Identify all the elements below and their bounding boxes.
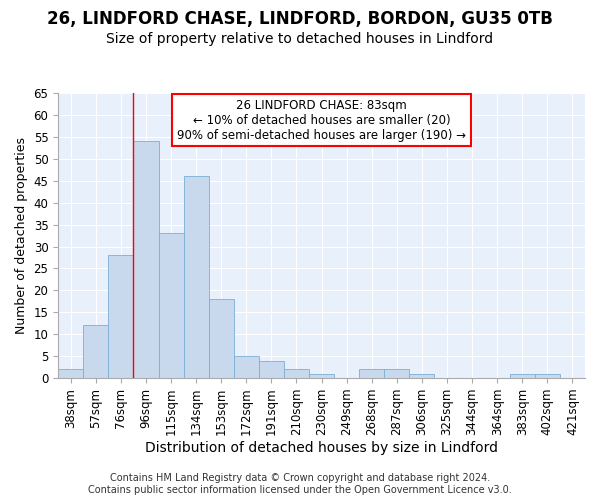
Text: 26, LINDFORD CHASE, LINDFORD, BORDON, GU35 0TB: 26, LINDFORD CHASE, LINDFORD, BORDON, GU… <box>47 10 553 28</box>
Bar <box>510 374 535 378</box>
Bar <box>309 374 334 378</box>
Bar <box>234 356 259 378</box>
Bar <box>259 360 284 378</box>
Text: Contains HM Land Registry data © Crown copyright and database right 2024.
Contai: Contains HM Land Registry data © Crown c… <box>88 474 512 495</box>
Text: Size of property relative to detached houses in Lindford: Size of property relative to detached ho… <box>106 32 494 46</box>
Bar <box>384 370 409 378</box>
Bar <box>158 234 184 378</box>
Bar <box>109 256 133 378</box>
Y-axis label: Number of detached properties: Number of detached properties <box>15 137 28 334</box>
Bar <box>133 141 158 378</box>
Bar <box>284 370 309 378</box>
Bar <box>209 299 234 378</box>
Text: 26 LINDFORD CHASE: 83sqm
← 10% of detached houses are smaller (20)
90% of semi-d: 26 LINDFORD CHASE: 83sqm ← 10% of detach… <box>177 98 466 142</box>
Bar <box>359 370 384 378</box>
Bar <box>409 374 434 378</box>
X-axis label: Distribution of detached houses by size in Lindford: Distribution of detached houses by size … <box>145 441 498 455</box>
Bar <box>58 370 83 378</box>
Bar <box>184 176 209 378</box>
Bar <box>535 374 560 378</box>
Bar <box>83 326 109 378</box>
